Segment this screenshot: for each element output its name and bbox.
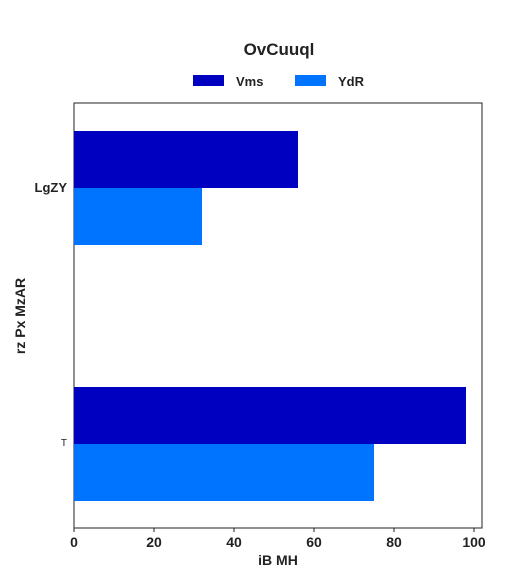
x-tick-label: 100 [462, 534, 486, 550]
bars-group [74, 131, 466, 501]
x-tick-label: 0 [70, 534, 78, 550]
bar-ydr-t [74, 444, 374, 501]
bar-ydr-lgzy [74, 188, 202, 245]
bar-vms-t [74, 387, 466, 444]
x-axis-label: iB MH [258, 552, 298, 568]
x-tick-label: 40 [226, 534, 242, 550]
chart-title: OvCuuql [244, 40, 315, 59]
x-tick-label: 80 [386, 534, 402, 550]
x-axis-ticks: 0 20 40 60 80 100 [70, 528, 486, 550]
y-axis-label: rz Px MzAR [12, 278, 28, 354]
category-label-lgzy: LgZY [35, 180, 68, 195]
bar-vms-lgzy [74, 131, 298, 188]
x-tick-label: 20 [146, 534, 162, 550]
legend: Vms YdR [193, 74, 365, 89]
x-tick-label: 60 [306, 534, 322, 550]
category-label-t: T [61, 438, 67, 449]
legend-label-vms: Vms [236, 74, 263, 89]
legend-swatch-vms [193, 75, 224, 86]
legend-label-ydr: YdR [338, 74, 365, 89]
legend-swatch-ydr [295, 75, 326, 86]
